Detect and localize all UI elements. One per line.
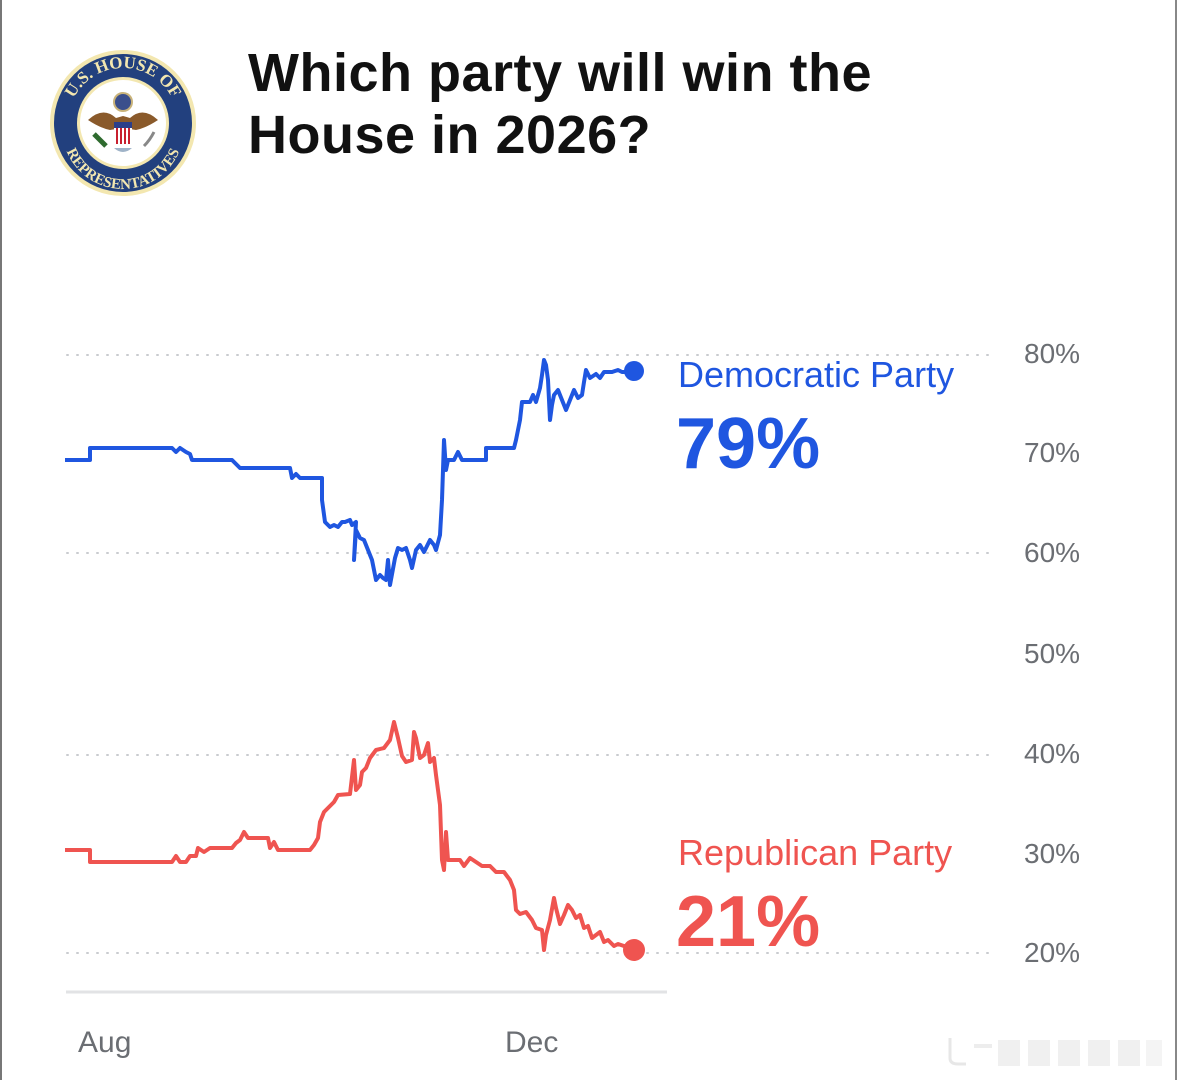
- y-tick-30: 30%: [1024, 838, 1081, 869]
- democratic-percent: 79%: [676, 404, 821, 484]
- republican-endpoint: [623, 939, 645, 961]
- title-line-2: House in 2026?: [248, 105, 652, 165]
- y-tick-80: 80%: [1024, 338, 1081, 369]
- y-tick-40: 40%: [1024, 738, 1081, 769]
- x-tick-aug: Aug: [78, 1026, 132, 1059]
- democratic-endpoint: [624, 361, 644, 381]
- title-line-1: Which party will win the: [248, 43, 873, 103]
- democratic-label: Democratic Party: [678, 354, 955, 395]
- republican-percent: 21%: [676, 882, 821, 962]
- y-tick-70: 70%: [1024, 437, 1081, 468]
- y-tick-50: 50%: [1024, 638, 1081, 669]
- republican-line: [65, 720, 635, 952]
- watermark-icon: [948, 1038, 1162, 1066]
- democratic-line: [65, 358, 635, 587]
- x-tick-dec: Dec: [505, 1026, 559, 1059]
- page-title: Which party will win the House in 2026?: [248, 42, 872, 166]
- y-tick-20: 20%: [1024, 937, 1081, 968]
- republican-label: Republican Party: [678, 832, 953, 873]
- house-seal-logo: U.S. HOUSE OF REPRESENTATIVES: [50, 50, 196, 196]
- y-tick-60: 60%: [1024, 537, 1081, 568]
